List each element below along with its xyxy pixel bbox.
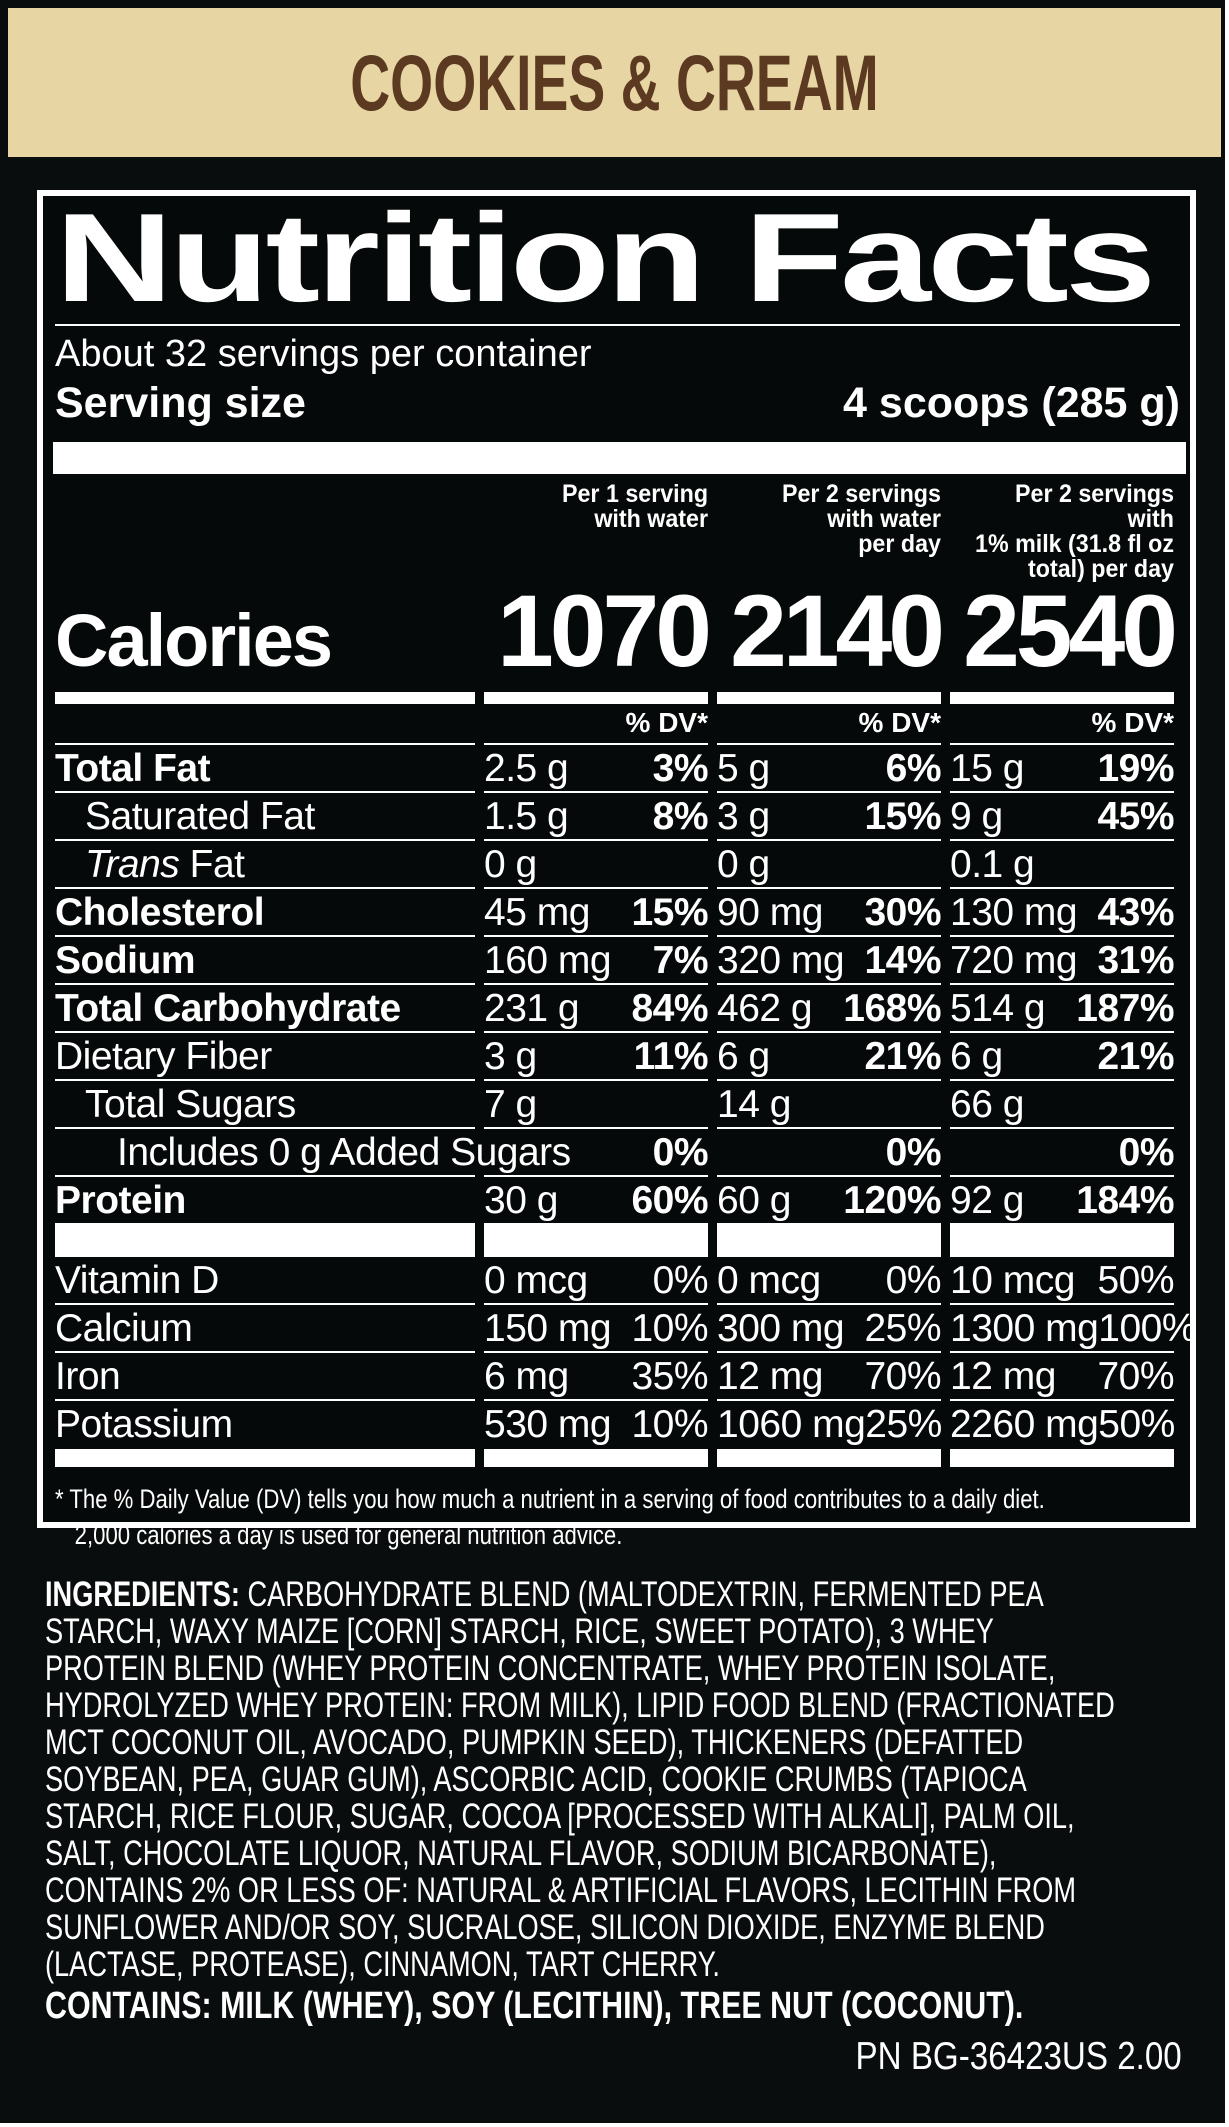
ingredients-label: INGREDIENTS:: [45, 1575, 240, 1614]
micronutrient-row-calcium: Calcium 150 mg 10% 300 mg 25% 1300 mg 100%: [55, 1305, 1197, 1353]
scan-edge-right: [1225, 0, 1229, 2127]
nutrition-facts-panel: Nutrition Facts About 32 servings per co…: [37, 187, 1197, 1550]
dv-header-1: % DV*: [484, 704, 708, 745]
calories-label: Calories: [55, 599, 333, 682]
nutrient-row-trans-fat: Trans Fat 0 g 0 g 0.1 g: [55, 841, 1180, 889]
nutrient-row-cholesterol: Cholesterol 45 mg 15% 90 mg 30% 130 mg 43%: [55, 889, 1180, 937]
nutrient-row-protein: Protein 30 g 60% 60 g 120% 92 g 184%: [55, 1179, 1174, 1222]
nutrient-row-sodium: Sodium 160 mg 7% 320 mg 14% 720 mg 31%: [55, 937, 1180, 985]
serving-size-label: Serving size: [55, 379, 306, 427]
serving-size-value: 4 scoops (285 g): [843, 379, 1180, 427]
thick-divider-bar: [53, 442, 1186, 474]
nutrient-row-total-carbohydrate: Total Carbohydrate 231 g 84% 462 g 168% 51…: [55, 985, 1180, 1033]
dv-header-spacer: [55, 704, 475, 745]
dv-header-row: % DV* % DV* % DV*: [55, 704, 1180, 745]
ingredients-text: CARBOHYDRATE BLEND (MALTODEXTRIN, FERMEN…: [45, 1575, 1115, 1984]
column-header-2: Per 2 servings with water per day: [782, 480, 941, 558]
nutrient-row-total-sugars: Total Sugars 7 g 14 g 66 g: [55, 1081, 1180, 1129]
part-number: PN BG-36423US 2.00: [855, 2035, 1182, 2078]
micronutrient-row-iron: Iron 6 mg 35% 12 mg 70% 12 mg 70%: [55, 1353, 1180, 1401]
calories-value-3: 2540: [963, 574, 1178, 688]
daily-value-footnote: * The % Daily Value (DV) tells you how m…: [55, 1484, 1045, 1550]
title-divider: [55, 324, 1180, 326]
column-header-1: Per 1 serving with water: [561, 480, 708, 533]
ingredients-paragraph: INGREDIENTS: CARBOHYDRATE BLEND (MALTODE…: [45, 1576, 1156, 1983]
calories-value-2: 2140: [730, 574, 945, 688]
column-header-3: Per 2 servings with 1% milk (31.8 fl oz …: [975, 480, 1174, 583]
column-header-row: Per 1 serving with water Per 2 servings …: [55, 474, 1180, 584]
calories-row: Calories 1070 2140 2540: [55, 574, 1180, 692]
dv-header-3: % DV*: [950, 704, 1174, 745]
scan-edge-bottom: [0, 2123, 1229, 2127]
segmented-bar: [55, 1223, 1180, 1257]
micronutrient-row-potassium: Potassium 530 mg 10% 1060 mg 25% 2260 mg 50…: [55, 1403, 1175, 1446]
allergen-statement: CONTAINS: MILK (WHEY), SOY (LECITHIN), T…: [45, 1985, 1024, 2027]
calories-value-1: 1070: [497, 574, 712, 688]
nutrient-row-total-fat: Total Fat 2.5 g 3% 5 g 6% 15 g 19%: [55, 745, 1180, 793]
segmented-bar: [55, 1449, 1180, 1467]
dv-header-2: % DV*: [717, 704, 941, 745]
servings-per-container: About 32 servings per container: [55, 333, 592, 375]
flavor-name: COOKIES & CREAM: [350, 37, 879, 127]
micronutrient-row-vitamin-d: Vitamin D 0 mcg 0% 0 mcg 0% 10 mcg 50%: [55, 1257, 1180, 1305]
flavor-banner: COOKIES & CREAM: [8, 8, 1221, 157]
nutrient-row-added-sugars: Includes 0 g Added Sugars 0% 0% 0%: [55, 1129, 1180, 1177]
nutrient-row-dietary-fiber: Dietary Fiber 3 g 11% 6 g 21% 6 g 21%: [55, 1033, 1180, 1081]
serving-size-row: Serving size 4 scoops (285 g): [55, 376, 1180, 430]
nutrition-facts-title: Nutrition Facts: [55, 187, 1156, 328]
segmented-bar: [55, 692, 1180, 704]
nutrient-row-saturated-fat: Saturated Fat 1.5 g 8% 3 g 15% 9 g 45%: [55, 793, 1180, 841]
